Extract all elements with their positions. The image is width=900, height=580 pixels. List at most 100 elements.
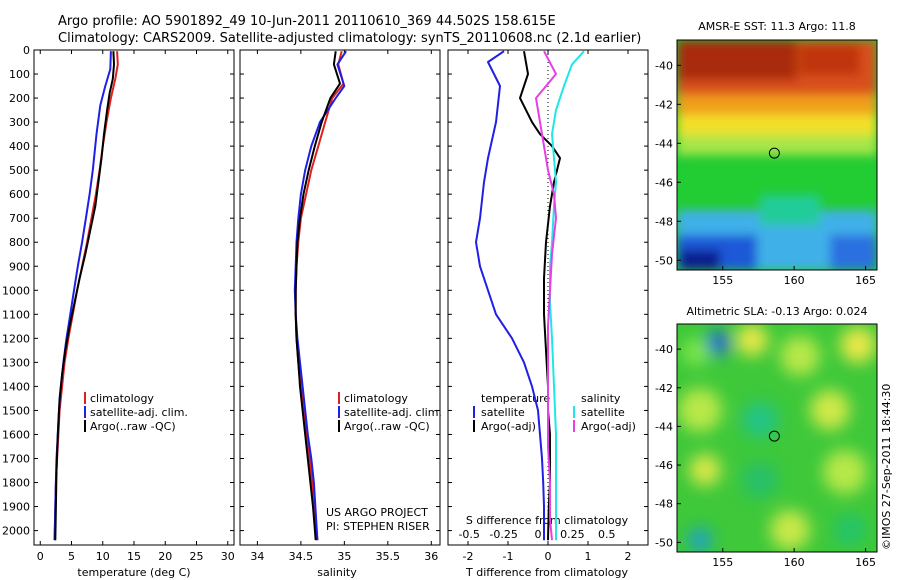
sla_map-argo-location-marker — [768, 430, 780, 442]
salinity-xtick-label: 35 — [337, 550, 351, 563]
temperature-series-climatology — [53, 51, 119, 541]
legend-label-satellite: satellite-adj. clim. — [90, 406, 188, 419]
legend-label-argo: Argo(..raw -QC) — [344, 420, 430, 433]
salinity-xtick-label: 34.5 — [289, 550, 314, 563]
sst_map-argo-location-marker — [768, 147, 780, 159]
legend-label-climatology: climatology — [344, 392, 408, 405]
difference-series-group — [475, 50, 585, 541]
temperature-xlabel: temperature (deg C) — [77, 566, 190, 579]
temperature-xtick-label: 25 — [190, 550, 204, 563]
depth-tick-label: 800 — [9, 236, 30, 249]
difference-xlabel-top: S difference from climatology — [466, 514, 629, 527]
legend-label-satellite: satellite-adj. clim. — [344, 406, 442, 419]
sst_map-ytick-label: -46 — [655, 176, 673, 189]
difference-series-satellite — [475, 50, 545, 541]
temperature-xtick-label: 30 — [221, 550, 235, 563]
legend-label-argo: Argo(..raw -QC) — [90, 420, 176, 433]
salinity-xtick-label: 36 — [424, 550, 438, 563]
difference-xtick-top-label: 0 — [535, 528, 542, 541]
salinity-xlabel: salinity — [317, 566, 357, 579]
difference-series-sal_satellite — [549, 50, 585, 541]
difference-xtick-label: 2 — [625, 550, 632, 563]
sla_map-ytick-label: -50 — [655, 536, 673, 549]
difference-xlabel: T difference from climatology — [465, 566, 628, 579]
sst_map-ytick-label: -40 — [655, 59, 673, 72]
temperature-xtick-label: 15 — [127, 550, 141, 563]
sst_map-ytick-label: -50 — [655, 254, 673, 267]
depth-tick-label: 700 — [9, 212, 30, 225]
legend-title-salinity: salinity — [581, 392, 621, 405]
depth-tick-label: 100 — [9, 68, 30, 81]
sla_map-ytick-label: -42 — [655, 382, 673, 395]
depth-tick-label: 300 — [9, 116, 30, 129]
sla_map-xtick-label: 155 — [712, 556, 733, 569]
sla_map-xtick-label: 165 — [855, 556, 876, 569]
plot-marks: 0 5 10 15 20 25 300100200300400500600700800900… — [2, 44, 876, 569]
sla_map-ytick-label: -48 — [655, 498, 673, 511]
depth-tick-label: 1700 — [2, 452, 30, 465]
sla_map-ytick-label: -44 — [655, 420, 673, 433]
sst_map-xtick-label: 165 — [855, 274, 876, 287]
depth-tick-label: 1100 — [2, 308, 30, 321]
difference-legend: temperature satellite Argo(-adj) salinit… — [473, 392, 636, 433]
temperature-xtick-label: 10 — [96, 550, 110, 563]
temperature-xtick-label: 0 — [37, 550, 44, 563]
sla-map — [677, 324, 877, 552]
legend-title-temperature: temperature — [481, 392, 550, 405]
sla_map-ytick-label: -40 — [655, 343, 673, 356]
sst-map-frame — [676, 39, 878, 271]
depth-tick-label: 500 — [9, 164, 30, 177]
sst-map — [677, 40, 877, 270]
depth-tick-label: 1800 — [2, 477, 30, 490]
salinity-legend: climatology satellite-adj. clim. Argo(..… — [338, 392, 442, 433]
sla-map-title: Altimetric SLA: -0.13 Argo: 0.024 — [687, 305, 868, 318]
legend-label-climatology: climatology — [90, 392, 154, 405]
depth-tick-label: 400 — [9, 140, 30, 153]
legend-label-temp-argo: Argo(-adj) — [481, 420, 536, 433]
timestamp-stamp: ©IMOS 27-Sep-2011 18:44:30 — [880, 384, 893, 550]
depth-tick-label: 1000 — [2, 284, 30, 297]
sla_map-ytick-label: -46 — [655, 459, 673, 472]
temperature-xtick-label: 20 — [158, 550, 172, 563]
sla_map-xtick-label: 160 — [784, 556, 805, 569]
difference-xtick-label: -2 — [463, 550, 474, 563]
sst_map-ytick-label: -48 — [655, 215, 673, 228]
figure-title-line2: Climatology: CARS2009. Satellite-adjuste… — [58, 31, 642, 46]
sla-map-frame — [676, 323, 878, 553]
salinity-series-argo — [294, 51, 341, 541]
legend-label-temp-satellite: satellite — [481, 406, 525, 419]
sst_map-ytick-label: -44 — [655, 137, 673, 150]
sst_map-ytick-label: -42 — [655, 98, 673, 111]
legend-label-sal-satellite: satellite — [581, 406, 625, 419]
salinity-panel-frame — [239, 49, 441, 546]
depth-tick-label: 200 — [9, 92, 30, 105]
figure-title-line1: Argo profile: AO 5901892_49 10-Jun-2011 … — [58, 14, 556, 29]
depth-tick-label: 1300 — [2, 356, 30, 369]
depth-tick-label: 0 — [23, 44, 30, 57]
temperature-xtick-label: 5 — [68, 550, 75, 563]
difference-xtick-top-label: 0.5 — [598, 528, 616, 541]
temperature-legend: climatology satellite-adj. clim. Argo(..… — [84, 392, 188, 433]
depth-tick-label: 1500 — [2, 404, 30, 417]
salinity-xtick-label: 34 — [250, 550, 264, 563]
temperature-series-satellite — [53, 51, 112, 541]
sst_map-xtick-label: 155 — [712, 274, 733, 287]
difference-xtick-top-label: 0.25 — [560, 528, 585, 541]
difference-xtick-top-label: -0.25 — [489, 528, 517, 541]
depth-tick-label: 1600 — [2, 428, 30, 441]
depth-tick-label: 1900 — [2, 501, 30, 514]
depth-tick-label: 900 — [9, 260, 30, 273]
temperature-series-group — [53, 51, 119, 541]
difference-xtick-label: -1 — [503, 550, 514, 563]
temperature-panel-frame — [33, 49, 235, 546]
sst-map-title: AMSR-E SST: 11.3 Argo: 11.8 — [698, 20, 856, 33]
salinity-series-group — [293, 50, 347, 541]
difference-xtick-top-label: -0.5 — [458, 528, 479, 541]
depth-tick-label: 2000 — [2, 525, 30, 538]
project-name: US ARGO PROJECT — [326, 506, 428, 519]
salinity-xtick-label: 35.5 — [376, 550, 401, 563]
depth-tick-label: 600 — [9, 188, 30, 201]
difference-series-argo — [519, 51, 561, 541]
project-pi: PI: STEPHEN RISER — [326, 520, 430, 533]
